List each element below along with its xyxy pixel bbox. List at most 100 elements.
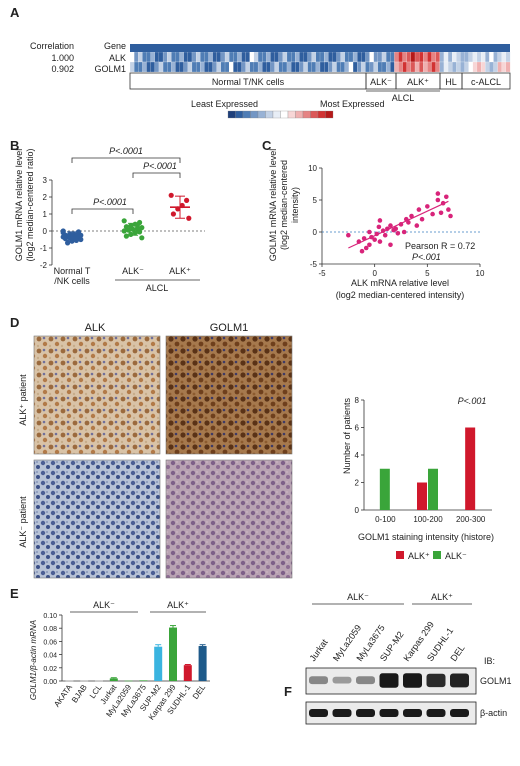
golm1-band (450, 673, 469, 688)
heatmap-cell (299, 51, 304, 63)
heatmap-cell (385, 51, 391, 63)
b-point (78, 236, 84, 243)
group-calcl: c-ALCL (471, 77, 501, 87)
d-xtick-label: 100-200 (413, 515, 443, 524)
heatmap-cell (282, 61, 288, 73)
heatmap-cell (303, 51, 308, 63)
heatmap-cell (167, 61, 172, 73)
heatmap-cell (319, 51, 325, 63)
panel-e-label: E (10, 586, 19, 601)
d-ytick-label: 6 (355, 424, 360, 433)
a-header-gene: Gene (104, 41, 126, 51)
heatmap-cell (253, 51, 259, 63)
b-ytick-label: 2 (43, 193, 48, 202)
c-ylabel-3: intensity) (290, 187, 300, 223)
golm1-band (403, 673, 422, 688)
e-ytick-label: 0.06 (43, 639, 57, 646)
group-hl: HL (445, 77, 457, 87)
b-point (123, 233, 129, 239)
c-point (395, 230, 401, 236)
heatmap-cell (249, 61, 255, 73)
e-bar (139, 680, 148, 681)
heatmap-cell (134, 61, 139, 73)
heatmap-cell (348, 51, 354, 63)
panel-c-label: C (262, 138, 272, 153)
b-point (170, 211, 176, 217)
heatmap-cell (241, 61, 246, 73)
heatmap-cell (311, 61, 317, 73)
b-p2: P<.0001 (143, 161, 177, 171)
legend-most: Most Expressed (320, 99, 385, 109)
heatmap-cell (472, 61, 478, 73)
heatmap-cell (274, 61, 279, 73)
heatmap-cell (195, 51, 201, 63)
e-ytick-label: 0.00 (43, 679, 57, 686)
heatmap-cell (423, 61, 428, 73)
e-bar (65, 680, 74, 682)
heatmap-cell (262, 51, 267, 63)
d-row-alk-pos: ALK⁺ patient (18, 374, 28, 426)
f-group-pos: ALK⁺ (431, 592, 453, 602)
heatmap-cell (410, 51, 416, 63)
golm1-bands (309, 673, 469, 688)
heatmap-cell (229, 51, 234, 63)
heatmap-cell (447, 61, 453, 73)
c-xtick-label: 10 (476, 269, 485, 278)
heatmap-cell (237, 51, 242, 63)
c-ytick-label: 5 (313, 196, 318, 205)
heatmap-cell (146, 51, 151, 63)
heatmap-cell (468, 61, 474, 73)
heatmap-cell (270, 51, 275, 63)
heatmap-cell (233, 51, 238, 63)
heatmap-cell (377, 51, 383, 63)
heatmap-cell (220, 61, 226, 73)
heatmap-cell (175, 51, 180, 63)
heatmap-cell (381, 51, 387, 63)
heatmap-cell (369, 51, 374, 63)
group-normal: Normal T/NK cells (212, 77, 285, 87)
a-row1-corr: 1.000 (51, 53, 74, 63)
c-point (425, 204, 430, 209)
heatmap-cell (129, 51, 135, 63)
c-pearson: Pearson R = 0.72 (405, 241, 475, 251)
heatmap-cell (361, 61, 366, 73)
heatmap-cell (497, 51, 503, 63)
heatmap-cell (324, 61, 329, 73)
heatmap-cell (476, 51, 482, 63)
b-point (139, 235, 145, 241)
heatmap-cell (464, 61, 469, 73)
heatmap-cell (204, 51, 209, 63)
c-point (446, 207, 451, 212)
b-cat-neg: ALK⁻ (122, 266, 144, 276)
heatmap-cell (290, 51, 296, 63)
heatmap-cell (146, 61, 151, 73)
heatmap-cell (183, 51, 189, 63)
c-xtick-label: 5 (425, 269, 430, 278)
heatmap-cell (299, 61, 304, 73)
b-p3: P<.0001 (93, 197, 127, 207)
panel-c-scatter: -5 0 5 10 -5 0 5 10 (308, 164, 485, 278)
panel-b-scatter: -2 -1 0 1 2 3 (40, 176, 205, 270)
b-bracket-3 (71, 208, 134, 214)
c-point (430, 211, 435, 217)
heatmap-cell (505, 61, 511, 73)
heatmap-cell (385, 61, 391, 73)
d-bar (379, 468, 390, 510)
golm1-band (309, 676, 328, 685)
c-xlabel-2: (log2 median-centered intensity) (336, 290, 465, 300)
heatmap-cell (286, 51, 292, 63)
heatmap-cell (398, 61, 403, 73)
heatmap-cell (452, 51, 457, 63)
heatmap-cell (150, 51, 156, 63)
heatmap-cell (216, 61, 222, 73)
a-row2-gene: GOLM1 (94, 64, 126, 74)
actin-band (309, 709, 328, 717)
e-group-pos: ALK⁺ (167, 600, 189, 610)
c-point (377, 239, 383, 244)
heatmap-cell (357, 61, 362, 73)
heatmap-cell (402, 51, 408, 63)
c-point (377, 218, 383, 223)
golm1-band (332, 676, 352, 684)
heatmap-cell (480, 61, 486, 73)
